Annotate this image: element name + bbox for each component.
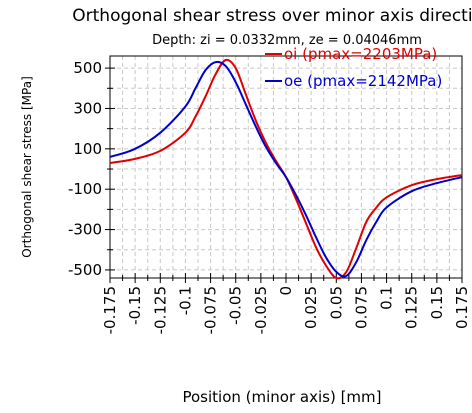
x-tick-label: 0.025 [302, 286, 320, 329]
x-tick-label: -0.15 [126, 286, 144, 325]
y-tick-label: -100 [68, 180, 102, 198]
x-tick-label: -0.025 [252, 286, 270, 334]
x-tick-label: 0.175 [453, 286, 471, 329]
y-tick-label: -300 [68, 221, 102, 239]
x-tick-label: 0.075 [352, 286, 370, 329]
legend-label-oe: oe (pmax=2142MPa) [284, 72, 442, 90]
y-tick-label: -500 [68, 261, 102, 279]
x-tick-label: -0.05 [227, 286, 245, 325]
chart-subtitle: Depth: zi = 0.0332mm, ze = 0.04046mm [152, 33, 422, 48]
y-axis-label: Orthogonal shear stress [MPa] [20, 76, 34, 258]
x-tick-label: 0 [277, 286, 295, 296]
grid-lines [109, 56, 463, 278]
chart-title: Orthogonal shear stress over minor axis … [72, 6, 472, 26]
plot-frame [109, 55, 463, 279]
axis-ticks: -0.175 -0.15 -0.125 -0.1 -0.075 -0.05 -0.025 0 0… [68, 59, 471, 334]
x-tick-label: 0.1 [378, 286, 396, 310]
x-tick-label: -0.075 [202, 286, 220, 334]
y-tick-label: 500 [73, 59, 102, 77]
x-tick-label: 0.125 [403, 286, 421, 329]
x-tick-label: -0.1 [176, 286, 194, 315]
x-tick-label: -0.175 [101, 286, 119, 334]
legend-label-oi: oi (pmax=2203MPa) [284, 45, 437, 63]
x-axis-label: Position (minor axis) [mm] [182, 388, 381, 406]
x-tick-label: 0.05 [327, 286, 345, 319]
series-lines [109, 58, 463, 280]
x-tick-label: -0.125 [151, 286, 169, 334]
x-tick-label: 0.15 [428, 286, 446, 319]
series-line-oe [109, 60, 463, 278]
y-tick-label: 100 [73, 140, 102, 158]
y-tick-label: 300 [73, 99, 102, 117]
legend: oi (pmax=2203MPa) oe (pmax=2142MPa) [265, 45, 442, 90]
